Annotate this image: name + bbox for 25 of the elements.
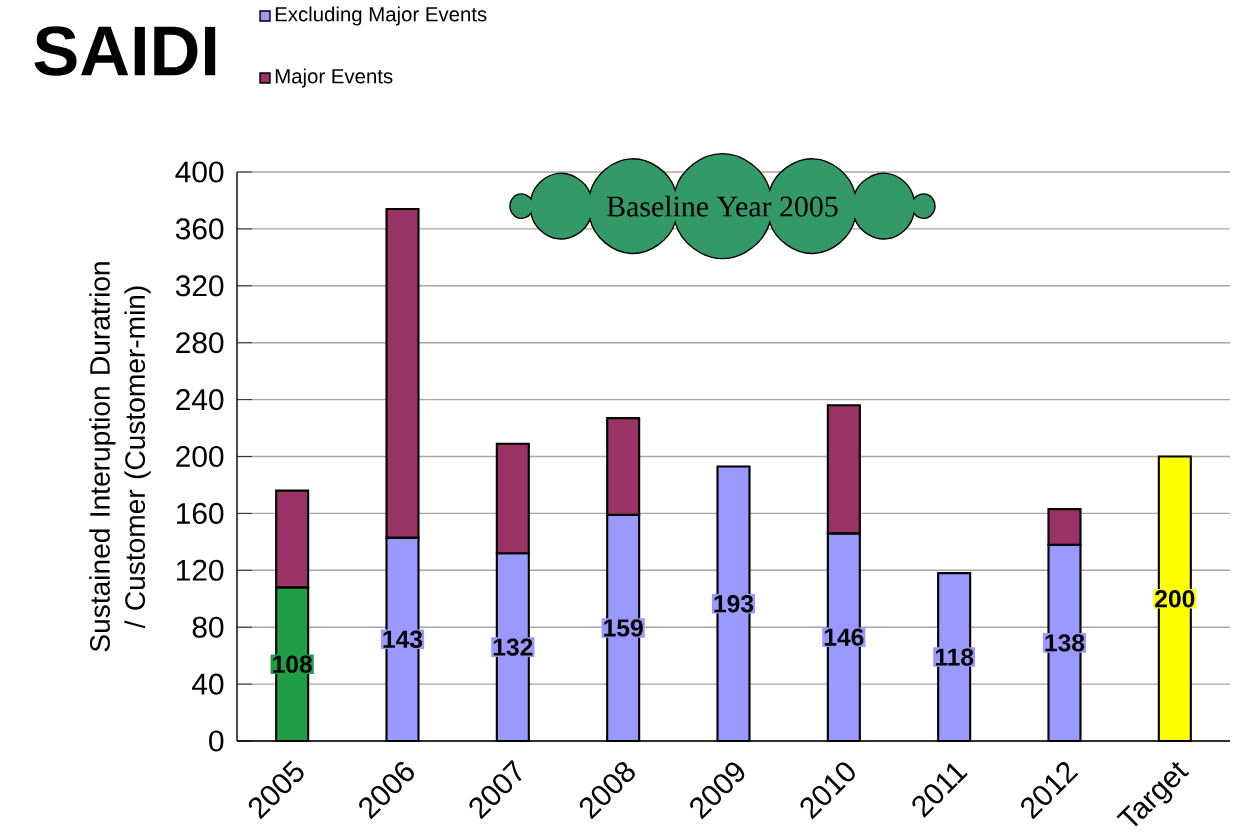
data-label: 146 <box>824 628 864 646</box>
data-label: 138 <box>1045 634 1085 652</box>
y-tick-label: 120 <box>177 559 224 581</box>
y-tick-label: 400 <box>175 161 224 183</box>
y-tick-label: 80 <box>192 616 224 638</box>
data-label: 118 <box>935 648 974 666</box>
chart-title: SAIDI <box>34 26 216 76</box>
y-tick-label: 160 <box>177 502 224 524</box>
legend-label: Major Events <box>275 68 393 88</box>
y-tick-label: 320 <box>175 275 224 297</box>
legend-label: Excluding Major Events <box>275 6 487 26</box>
data-label: 108 <box>273 655 312 673</box>
y-axis-title: Sustained Interuption Duratrion / Customer (Customer-min) <box>89 262 151 652</box>
annotation: Baseline Year 2005 <box>607 195 838 217</box>
data-label: 132 <box>493 638 533 656</box>
y-tick-label: 40 <box>192 673 224 695</box>
y-tick-label: 240 <box>176 389 224 411</box>
data-label: 200 <box>1155 590 1195 608</box>
data-label: 159 <box>604 619 643 637</box>
y-tick-label: 200 <box>176 445 224 468</box>
y-tick-label: 360 <box>175 218 224 240</box>
data-label: 143 <box>383 630 423 649</box>
y-tick-label: 280 <box>176 332 224 354</box>
data-label: 193 <box>714 595 754 613</box>
y-tick-label: 0 <box>209 730 224 752</box>
